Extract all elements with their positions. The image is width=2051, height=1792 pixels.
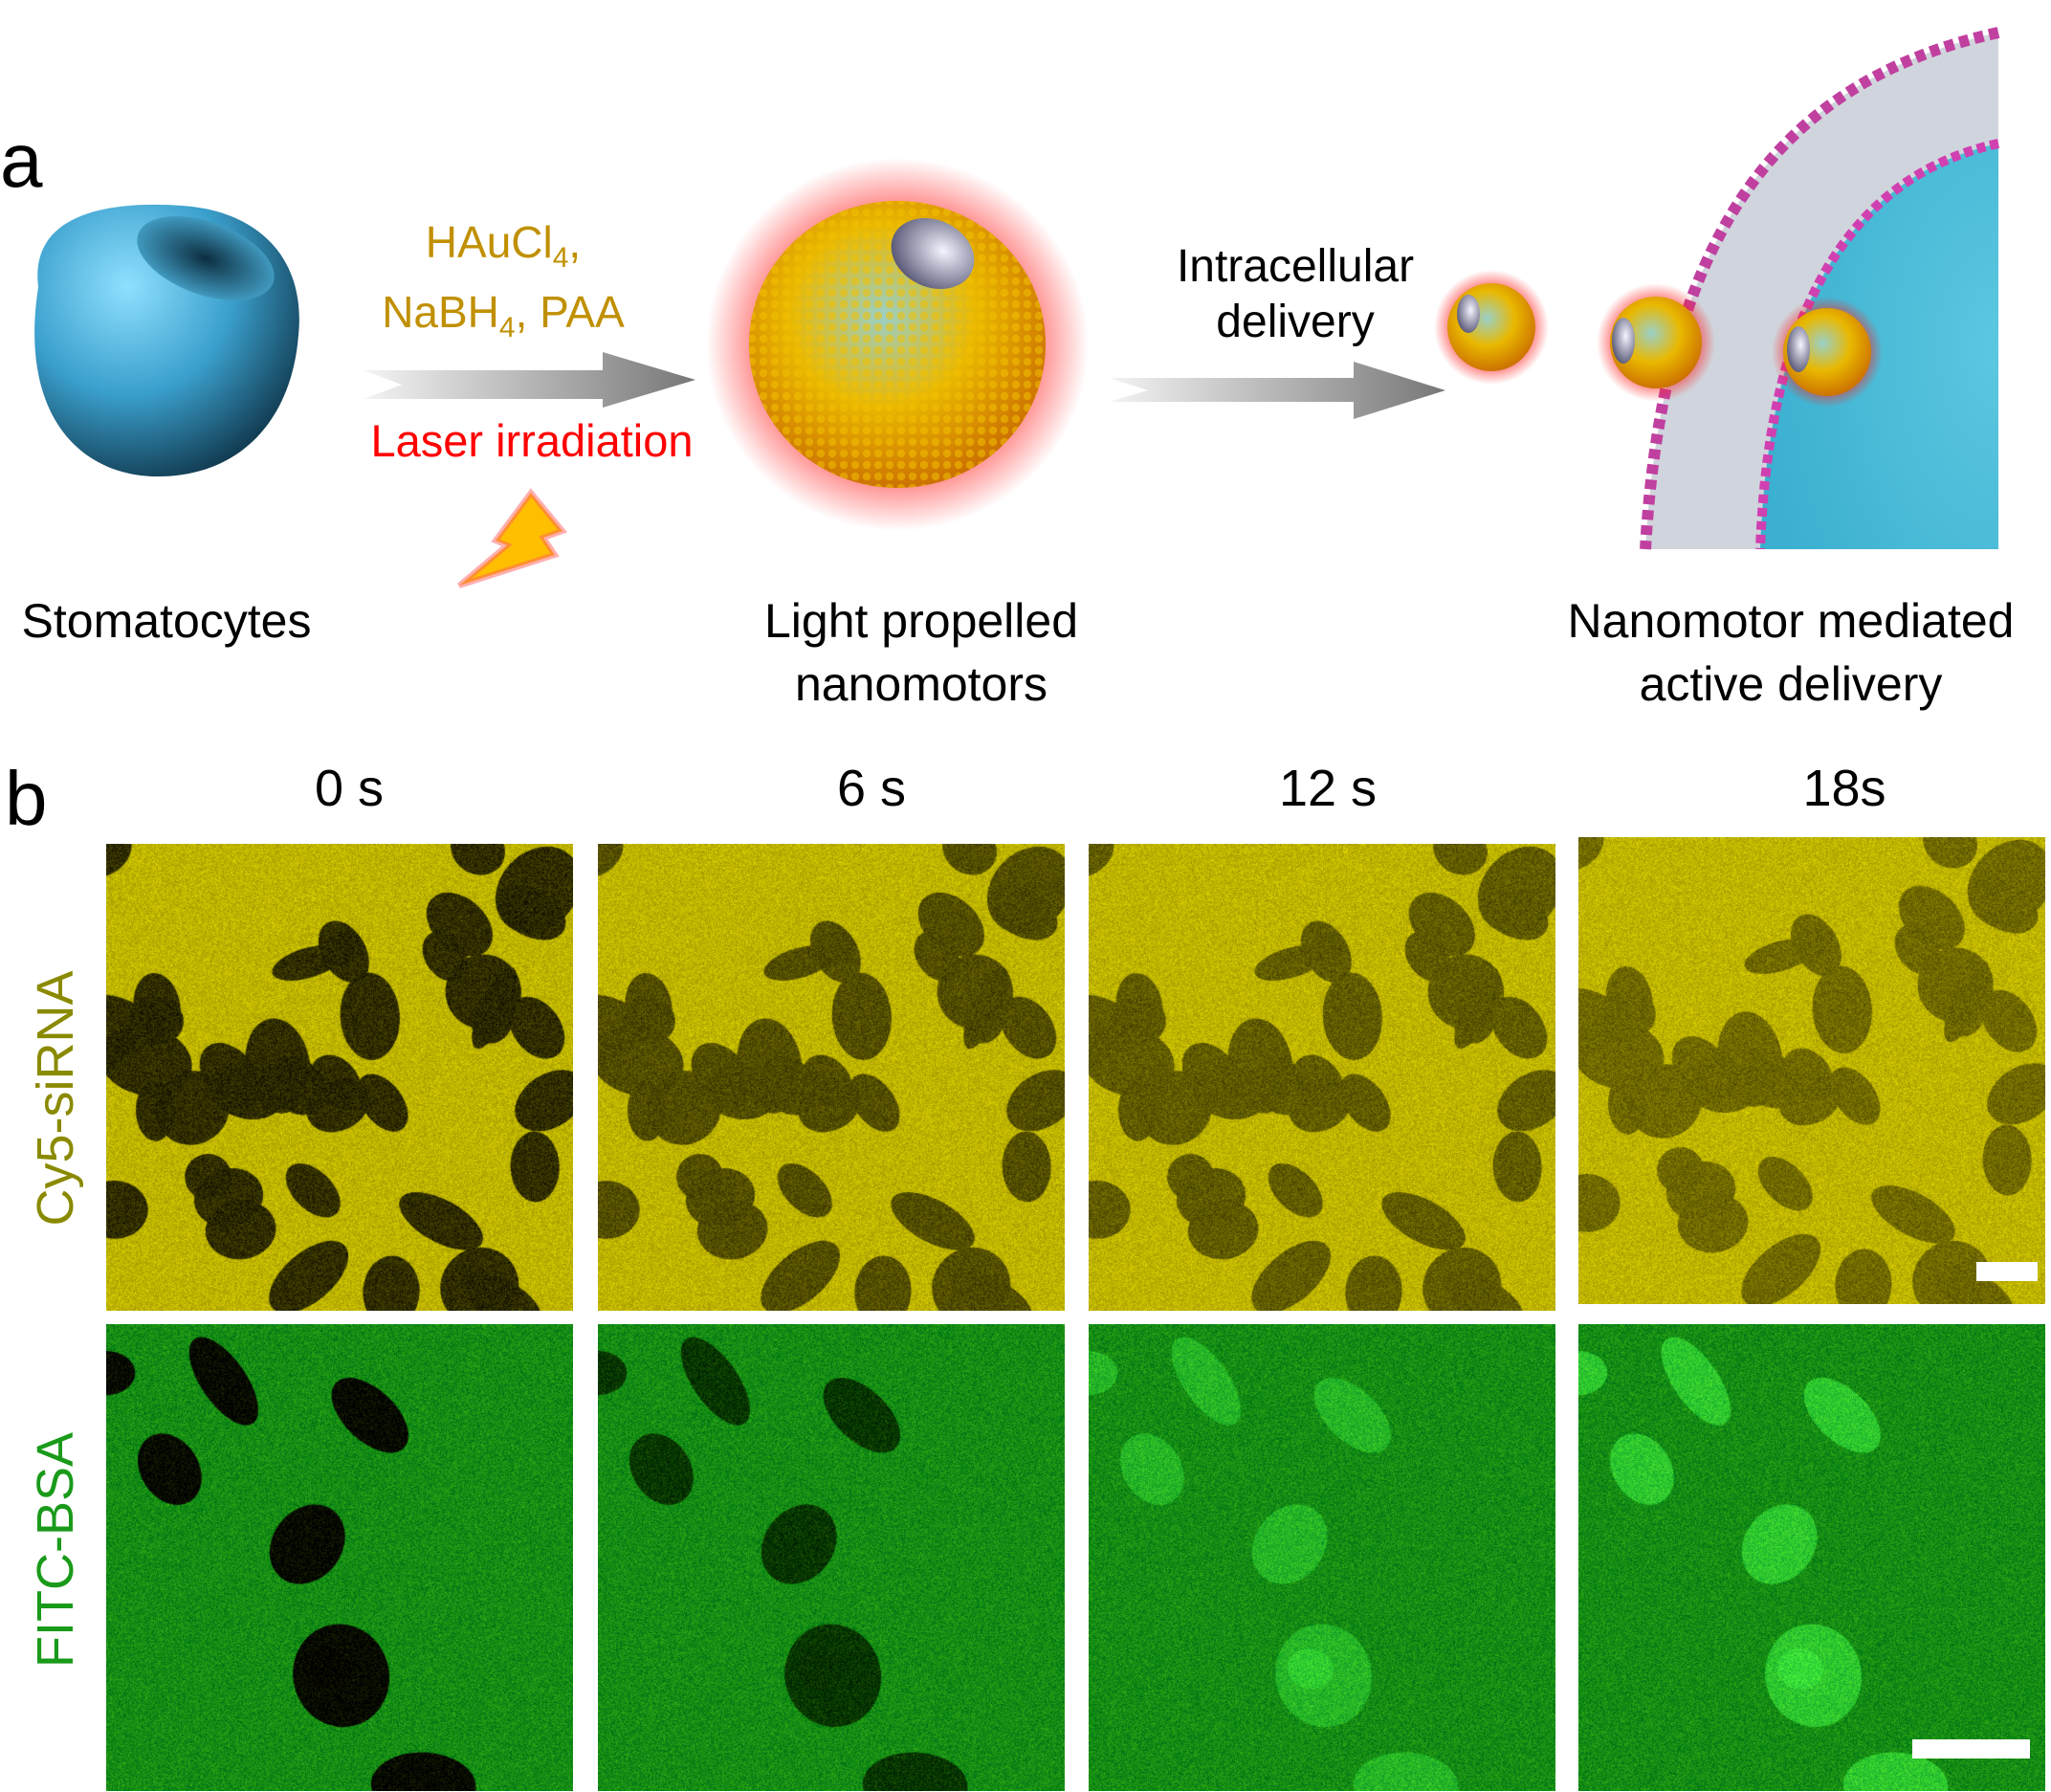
micrograph-fitc-0s (106, 1324, 573, 1791)
cell-membrane-illustration (1597, 33, 1998, 549)
micrograph-fitc-12s (1089, 1324, 1555, 1791)
arrow-1 (364, 352, 695, 408)
nanomotor-illustration (706, 158, 1089, 531)
time-label-3: 18s (1802, 759, 1886, 818)
reagents-label: HAuCl4, NaBH4, PAA (360, 215, 647, 355)
lightning-icon (459, 493, 562, 586)
micrograph-cy5-12s (1089, 844, 1555, 1311)
micrograph-cy5-0s (106, 844, 573, 1311)
scale-bar-bottom (1912, 1739, 2030, 1759)
scale-bar-top (1976, 1262, 2038, 1281)
panel-b-label: b (5, 761, 48, 837)
time-label-2: 12 s (1279, 759, 1377, 818)
stomatocytes-label: Stomatocytes (0, 589, 333, 653)
micrograph-fitc-18s (1578, 1324, 2045, 1791)
micrograph-cy5-18s (1578, 837, 2045, 1304)
time-label-0: 0 s (315, 759, 384, 818)
nanomotor-mediated-delivery-label: Nanomotor mediated active delivery (1523, 589, 2051, 716)
time-label-1: 6 s (837, 759, 906, 818)
arrow-2 (1109, 362, 1445, 419)
light-propelled-nanomotors-label: Light propelled nanomotors (682, 589, 1160, 716)
laser-irradiation-label: Laser irradiation (341, 409, 723, 473)
row-label-cy5-sirna: Cy5-siRNA (26, 970, 85, 1226)
stomatocyte-illustration (34, 200, 299, 476)
intracellular-delivery-label: Intracellular delivery (1104, 239, 1487, 350)
micrograph-fitc-6s (598, 1324, 1065, 1791)
row-label-fitc-bsa: FITC-BSA (26, 1432, 85, 1668)
micrograph-cy5-6s (598, 844, 1065, 1311)
